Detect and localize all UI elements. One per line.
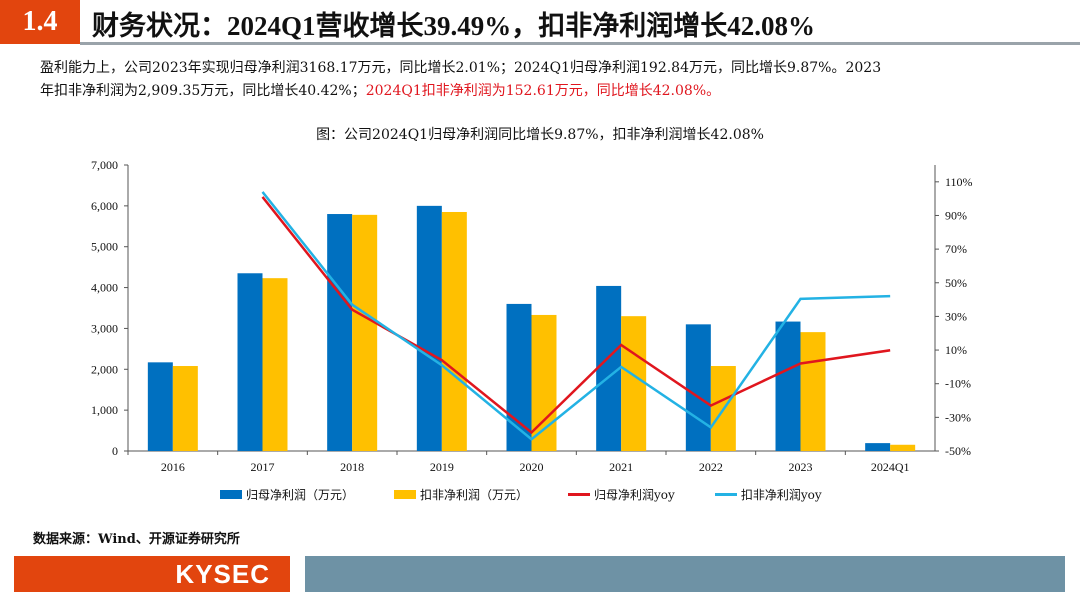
right-tick-label: -30% [945,410,971,424]
bar-net-profit [237,273,263,451]
left-tick-label: 6,000 [91,199,118,213]
bar-deducted-net-profit [352,214,378,451]
legend-swatch [568,493,591,496]
line-deducted-net-profit-yoy [261,191,891,441]
right-tick-label: 90% [945,208,967,222]
bar-net-profit [685,324,711,451]
bar-deducted-net-profit [890,444,916,451]
page-title: 财务状况：2024Q1营收增长39.49%，扣非净利润增长42.08% [92,11,816,41]
x-tick-label: 2020 [520,460,544,474]
legend-swatch [394,490,417,499]
bar-deducted-net-profit [621,316,647,451]
right-tick-label: -50% [945,444,971,458]
bar-net-profit [865,443,891,451]
left-tick-label: 5,000 [91,240,118,254]
bar-deducted-net-profit [800,332,826,451]
legend-swatch [714,493,737,496]
right-tick-label: -10% [945,377,971,391]
bar-deducted-net-profit [262,278,288,451]
left-tick-label: 7,000 [91,158,118,172]
section-number: 1.4 [0,0,80,44]
x-tick-label: 2021 [609,460,633,474]
chart-title: 图：公司2024Q1归母净利润同比增长9.87%，扣非净利润增长42.08% [316,127,764,143]
legend-item: 扣非净利润（万元） [394,486,528,503]
right-tick-label: 70% [945,242,967,256]
bar-net-profit [775,321,801,451]
x-tick-label: 2023 [789,460,813,474]
data-source: 数据来源：Wind、开源证券研究所 [33,532,240,547]
x-tick-label: 2018 [340,460,364,474]
right-tick-label: 10% [945,343,967,357]
kysec-logo: KYSEC [14,556,290,592]
x-tick-label: 2024Q1 [871,460,910,474]
left-tick-label: 0 [112,444,118,458]
bar-deducted-net-profit [441,211,467,451]
legend: 归母净利润（万元） 扣非净利润（万元） 归母净利润yoy 扣非净利润yoy [220,486,822,503]
legend-label: 归母净利润yoy [594,488,675,502]
x-tick-label: 2017 [251,460,275,474]
summary-text: 年扣非净利润为2,909.35万元，同比增长40.42%； [40,83,366,99]
legend-item: 扣非净利润yoy [714,486,822,503]
legend-item: 归母净利润（万元） [220,486,354,503]
bar-deducted-net-profit [172,366,198,451]
left-tick-label: 1,000 [91,403,118,417]
left-tick-label: 4,000 [91,281,118,295]
bar-net-profit [506,303,532,451]
legend-label: 扣非净利润yoy [740,488,822,502]
combo-chart: 0 1,000 2,000 3,000 4,000 5,000 6,000 7,000 -50%… [91,158,973,474]
left-tick-label: 3,000 [91,321,118,335]
legend-label: 归母净利润（万元） [246,488,355,502]
line-net-profit-yoy [261,196,891,435]
bar-net-profit [327,214,353,451]
legend-label: 扣非净利润（万元） [420,488,529,502]
summary-line-2: 年扣非净利润为2,909.35万元，同比增长40.42%；2024Q1扣非净利润… [40,80,720,100]
x-tick-label: 2016 [161,460,185,474]
bar-net-profit [596,285,622,451]
x-tick-label: 2019 [430,460,454,474]
left-tick-label: 2,000 [91,362,118,376]
right-tick-label: 110% [945,175,973,189]
legend-item: 归母净利润yoy [568,486,675,503]
x-tick-label: 2022 [699,460,723,474]
legend-swatch [220,490,242,499]
footer-band [305,556,1065,592]
summary-highlight: 2024Q1扣非净利润为152.61万元，同比增长42.08%。 [365,83,721,99]
right-tick-label: 30% [945,309,967,323]
header-divider [80,42,1080,45]
right-tick-label: 50% [945,276,967,290]
bar-net-profit [416,205,442,451]
bar-net-profit [147,362,173,451]
summary-line-1: 盈利能力上，公司2023年实现归母净利润3168.17万元，同比增长2.01%；… [40,60,882,76]
